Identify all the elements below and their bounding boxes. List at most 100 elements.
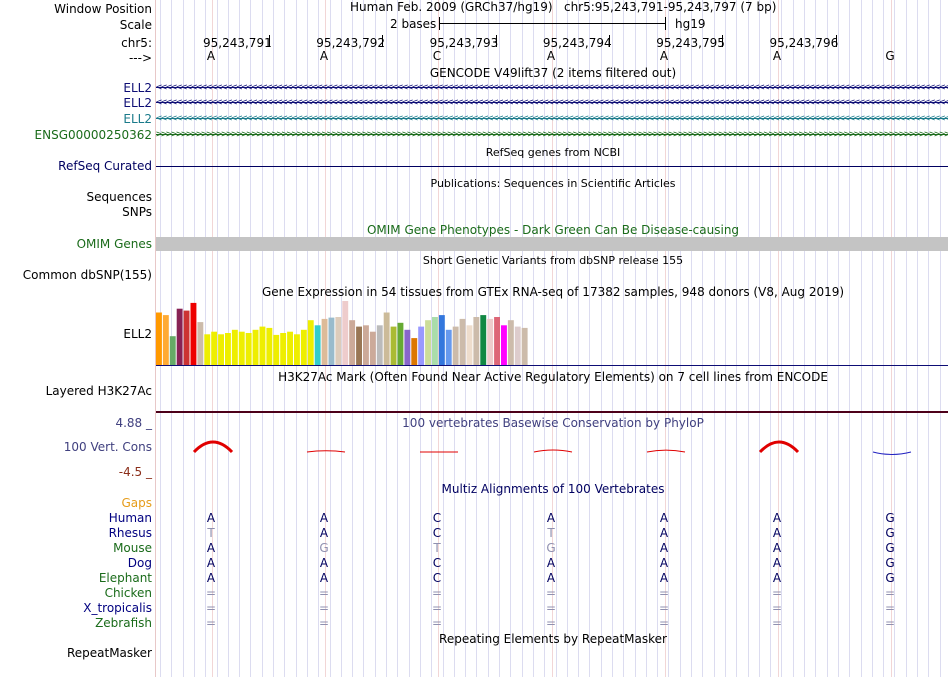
track-label-h3k27ac[interactable]: Layered H3K27Ac xyxy=(45,384,152,398)
gencode-title[interactable]: GENCODE V49lift37 (2 items filtered out) xyxy=(429,66,677,80)
gtex-tissue-bar[interactable] xyxy=(280,333,287,365)
gtex-tissue-bar[interactable] xyxy=(369,331,376,365)
omim-gene-bar[interactable] xyxy=(156,237,948,251)
gtex-tissue-bar[interactable] xyxy=(328,317,335,365)
gtex-tissue-bar[interactable] xyxy=(183,310,190,365)
gtex-tissue-bar[interactable] xyxy=(418,326,425,365)
gtex-tissue-bar[interactable] xyxy=(294,334,300,365)
gridline xyxy=(183,0,184,677)
gtex-tissue-bar[interactable] xyxy=(169,336,176,365)
gtex-tissue-bar[interactable] xyxy=(190,302,197,365)
gtex-expression-bars[interactable] xyxy=(156,299,536,365)
dbsnp-title[interactable]: Short Genetic Variants from dbSNP releas… xyxy=(422,254,684,267)
phylop-title[interactable]: 100 vertebrates Basewise Conservation by… xyxy=(402,416,704,430)
gtex-tissue-bar[interactable] xyxy=(494,317,500,365)
track-label-snps[interactable]: SNPs xyxy=(122,205,152,219)
track-label-ell2-1[interactable]: ELL2 xyxy=(123,81,152,95)
gtex-tissue-bar[interactable] xyxy=(501,325,507,365)
gtex-tissue-bar[interactable] xyxy=(459,318,466,365)
gtex-tissue-bar[interactable] xyxy=(452,326,459,365)
gtex-tissue-bar[interactable] xyxy=(204,334,211,365)
gridline xyxy=(872,0,873,677)
phylop-conservation-graph[interactable] xyxy=(156,440,950,462)
gtex-tissue-bar[interactable] xyxy=(390,326,397,365)
aligned-base: G xyxy=(885,511,895,525)
track-label-sequences[interactable]: Sequences xyxy=(86,190,152,204)
gtex-tissue-bar[interactable] xyxy=(321,318,328,365)
gtex-tissue-bar[interactable] xyxy=(156,312,162,366)
gtex-tissue-bar[interactable] xyxy=(397,322,404,365)
track-label-omim[interactable]: OMIM Genes xyxy=(76,237,152,251)
gridline xyxy=(307,0,308,677)
gtex-tissue-bar[interactable] xyxy=(259,326,266,365)
gtex-tissue-bar[interactable] xyxy=(218,334,224,365)
gtex-tissue-bar[interactable] xyxy=(197,322,204,365)
base-gridline xyxy=(438,0,439,677)
phylop-score-mark xyxy=(192,440,234,454)
track-label-ell2-3[interactable]: ELL2 xyxy=(123,112,152,126)
repeatmasker-title[interactable]: Repeating Elements by RepeatMasker xyxy=(439,632,667,646)
h3k27ac-title[interactable]: H3K27Ac Mark (Often Found Near Active Re… xyxy=(278,370,828,384)
refseq-title[interactable]: RefSeq genes from NCBI xyxy=(485,146,621,159)
gtex-tissue-bar[interactable] xyxy=(225,333,231,365)
gtex-tissue-bar[interactable] xyxy=(176,308,183,365)
track-label-ensg[interactable]: ENSG00000250362 xyxy=(34,128,152,142)
track-label-ell2-2[interactable]: ELL2 xyxy=(123,96,152,110)
gene-model-ell2-3[interactable]: <<<<<<<<<<<<<<<<<<<<<<<<<<<<<<<<<<<<<<<<… xyxy=(156,113,948,125)
omim-title[interactable]: OMIM Gene Phenotypes - Dark Green Can Be… xyxy=(366,223,740,237)
gtex-tissue-bar[interactable] xyxy=(514,326,521,365)
coordinate-label: 95,243,791 xyxy=(203,36,272,50)
scale-bases-text: 2 bases xyxy=(390,17,437,31)
gene-model-ensg[interactable]: >>>>>>>>>>>>>>>>>>>>>>>>>>>>>>>>>>>>>>>>… xyxy=(156,129,948,141)
reference-base: A xyxy=(546,49,556,63)
publications-title[interactable]: Publications: Sequences in Scientific Ar… xyxy=(430,177,676,190)
gtex-tissue-bar[interactable] xyxy=(211,331,218,365)
track-label-repeatmasker[interactable]: RepeatMasker xyxy=(66,646,152,660)
gtex-tissue-bar[interactable] xyxy=(445,329,452,365)
gtex-tissue-bar[interactable] xyxy=(487,318,494,365)
multiz-title[interactable]: Multiz Alignments of 100 Vertebrates xyxy=(441,482,665,496)
gtex-tissue-bar[interactable] xyxy=(425,320,431,365)
gtex-tissue-bar[interactable] xyxy=(162,315,169,365)
gtex-tissue-bar[interactable] xyxy=(376,325,383,365)
gtex-tissue-bar[interactable] xyxy=(521,327,528,365)
gtex-tissue-bar[interactable] xyxy=(342,301,349,365)
gtex-tissue-bar[interactable] xyxy=(349,320,356,365)
track-label-gtex[interactable]: ELL2 xyxy=(123,327,152,341)
gtex-tissue-bar[interactable] xyxy=(438,315,445,365)
gtex-tissue-bar[interactable] xyxy=(287,331,293,365)
gtex-title[interactable]: Gene Expression in 54 tissues from GTEx … xyxy=(261,285,845,299)
gridline xyxy=(668,0,669,677)
refseq-gene-line[interactable] xyxy=(156,166,948,167)
gtex-tissue-bar[interactable] xyxy=(307,320,314,365)
aligned-base: = xyxy=(884,586,896,600)
gtex-tissue-bar[interactable] xyxy=(335,317,342,365)
gene-model-ell2-2[interactable]: <<<<<<<<<<<<<<<<<<<<<<<<<<<<<<<<<<<<<<<<… xyxy=(156,97,948,109)
gtex-tissue-bar[interactable] xyxy=(300,329,307,365)
gtex-tissue-bar[interactable] xyxy=(432,317,438,365)
gtex-tissue-bar[interactable] xyxy=(238,331,245,365)
track-label-phylop[interactable]: 100 Vert. Cons xyxy=(63,440,152,454)
gtex-tissue-bar[interactable] xyxy=(383,312,390,366)
h3k27ac-signal[interactable] xyxy=(156,411,948,413)
aligned-base: A xyxy=(546,511,556,525)
gtex-tissue-bar[interactable] xyxy=(314,325,321,365)
gtex-tissue-bar[interactable] xyxy=(466,325,473,365)
gtex-tissue-bar[interactable] xyxy=(411,338,418,365)
gtex-tissue-bar[interactable] xyxy=(473,317,480,365)
aligned-base: G xyxy=(319,541,329,555)
gtex-tissue-bar[interactable] xyxy=(252,329,259,365)
track-label-gaps[interactable]: Gaps xyxy=(121,496,152,510)
gtex-tissue-bar[interactable] xyxy=(231,329,238,365)
gtex-tissue-bar[interactable] xyxy=(266,327,273,365)
gtex-tissue-bar[interactable] xyxy=(404,329,411,365)
gtex-tissue-bar[interactable] xyxy=(507,320,514,365)
track-label-dbsnp[interactable]: Common dbSNP(155) xyxy=(22,268,152,282)
gtex-tissue-bar[interactable] xyxy=(356,326,362,365)
gtex-tissue-bar[interactable] xyxy=(245,333,252,365)
gtex-tissue-bar[interactable] xyxy=(480,315,487,365)
gtex-tissue-bar[interactable] xyxy=(273,334,280,365)
track-label-refseq[interactable]: RefSeq Curated xyxy=(58,159,152,173)
gene-model-ell2-1[interactable]: <<<<<<<<<<<<<<<<<<<<<<<<<<<<<<<<<<<<<<<<… xyxy=(156,82,948,94)
gtex-tissue-bar[interactable] xyxy=(363,325,369,365)
